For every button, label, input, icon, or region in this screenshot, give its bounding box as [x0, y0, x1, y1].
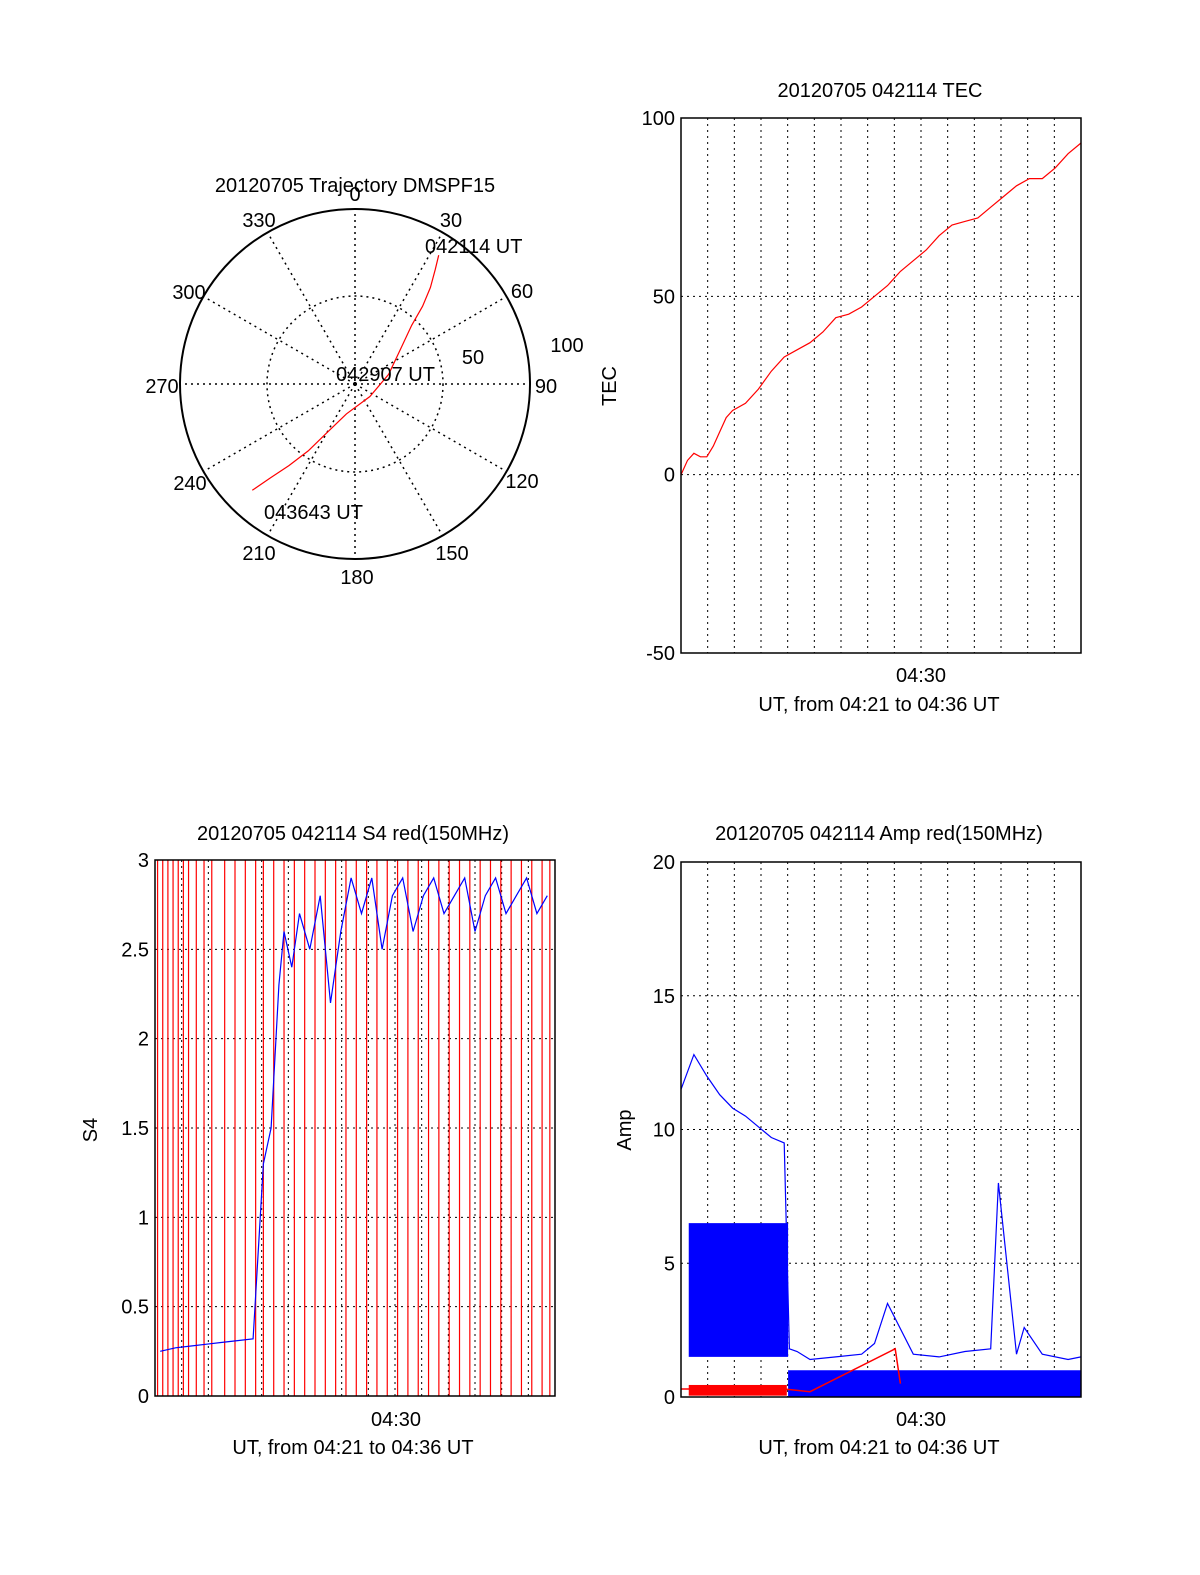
y-tick-label: 50	[653, 286, 675, 308]
polar-angle-tick: 270	[145, 376, 178, 398]
amp-x-axis-label: UT, from 04:21 to 04:36 UT	[758, 1437, 999, 1459]
y-tick-label: -50	[646, 643, 675, 665]
tec-panel: 20120705 042114 TEC 100 50 0 -50 04:30 UT, …	[599, 80, 1082, 716]
polar-angle-tick: 60	[511, 281, 533, 303]
s4-red-series	[156, 860, 551, 1396]
s4-y-axis-label: S4	[80, 1118, 102, 1142]
y-tick-label: 3	[138, 850, 149, 872]
polar-spoke	[266, 383, 356, 536]
tec-grid	[681, 118, 1081, 653]
tec-y-axis-label: TEC	[599, 366, 621, 406]
polar-annotation-end: 043643 UT	[264, 502, 363, 524]
polar-radial-tick-100: 100	[550, 335, 583, 357]
polar-spoke	[203, 383, 356, 473]
s4-blue-series-line	[160, 876, 548, 1352]
polar-angle-labels: 0 30 60 90 120 150 180 210 240 270 300 330	[145, 184, 557, 589]
tec-x-tick-label: 04:30	[896, 665, 946, 687]
polar-angle-tick: 300	[172, 282, 205, 304]
amp-plot-frame	[680, 861, 1082, 1398]
y-tick-label: 0	[664, 1387, 675, 1409]
s4-x-axis-label: UT, from 04:21 to 04:36 UT	[232, 1437, 473, 1459]
s4-y-tick-labels: 3 2.5 2 1.5 1 0.5 0	[121, 850, 149, 1408]
y-tick-label: 2	[138, 1029, 149, 1051]
polar-spoke	[203, 295, 356, 385]
y-tick-label: 2.5	[121, 939, 149, 961]
y-tick-label: 0	[138, 1386, 149, 1408]
polar-angle-tick: 330	[242, 210, 275, 232]
y-tick-label: 100	[642, 108, 675, 130]
amp-blue-low-band	[788, 1370, 1081, 1397]
tec-plot-frame	[680, 117, 1082, 654]
s4-panel: 20120705 042114 S4 red(150MHz) 3 2.5 2 1.5 1…	[80, 823, 556, 1459]
y-tick-label: 1.5	[121, 1118, 149, 1140]
y-tick-label: 0.5	[121, 1297, 149, 1319]
polar-spoke	[266, 232, 356, 385]
polar-angle-tick: 180	[340, 567, 373, 589]
tec-series-line	[680, 142, 1082, 475]
polar-panel: 20120705 Trajectory DMSPF15 0 30 60 90 120 15…	[145, 175, 583, 589]
polar-spoke	[354, 383, 444, 536]
y-tick-label: 5	[664, 1253, 675, 1275]
y-tick-label: 1	[138, 1207, 149, 1229]
polar-angle-tick: 240	[173, 473, 206, 495]
polar-title: 20120705 Trajectory DMSPF15	[215, 175, 495, 197]
amp-red-band	[688, 1384, 787, 1396]
y-tick-label: 20	[653, 852, 675, 874]
s4-x-tick-label: 04:30	[371, 1409, 421, 1431]
amp-blue-dense-band	[688, 1223, 789, 1357]
s4-grid	[155, 860, 555, 1396]
amp-red-series-line	[681, 1347, 902, 1393]
y-tick-label: 10	[653, 1120, 675, 1142]
amp-blue-series-line	[680, 1053, 1082, 1361]
polar-angle-tick: 0	[349, 184, 360, 206]
polar-outer-circle	[179, 208, 531, 560]
polar-radial-tick-50: 50	[462, 347, 484, 369]
s4-plot-frame	[154, 859, 556, 1397]
polar-annotation-mid: 042907 UT	[336, 364, 435, 386]
tec-y-tick-labels: 100 50 0 -50	[642, 108, 675, 665]
polar-spoke	[354, 383, 507, 473]
tec-x-axis-label: UT, from 04:21 to 04:36 UT	[758, 694, 999, 716]
amp-y-tick-labels: 20 15 10 5 0	[653, 852, 675, 1409]
amp-title: 20120705 042114 Amp red(150MHz)	[715, 823, 1043, 845]
polar-grid	[180, 209, 530, 559]
s4-title: 20120705 042114 S4 red(150MHz)	[197, 823, 509, 845]
polar-angle-tick: 90	[535, 376, 557, 398]
polar-angle-tick: 120	[505, 471, 538, 493]
polar-angle-tick: 210	[242, 543, 275, 565]
polar-angle-tick: 30	[440, 210, 462, 232]
amp-x-tick-label: 04:30	[896, 1409, 946, 1431]
amp-y-axis-label: Amp	[614, 1109, 636, 1150]
polar-inner-ring	[266, 295, 444, 473]
y-tick-label: 0	[664, 465, 675, 487]
y-tick-label: 15	[653, 986, 675, 1008]
polar-spoke	[354, 232, 444, 385]
tec-title: 20120705 042114 TEC	[778, 80, 983, 102]
polar-angle-tick: 150	[435, 543, 468, 565]
polar-spoke	[354, 295, 507, 385]
polar-annotation-start: 042114 UT	[425, 236, 522, 258]
amp-panel: 20120705 042114 Amp red(150MHz) 20 15 10 5 0…	[614, 823, 1082, 1459]
polar-trajectory-line	[251, 255, 440, 491]
